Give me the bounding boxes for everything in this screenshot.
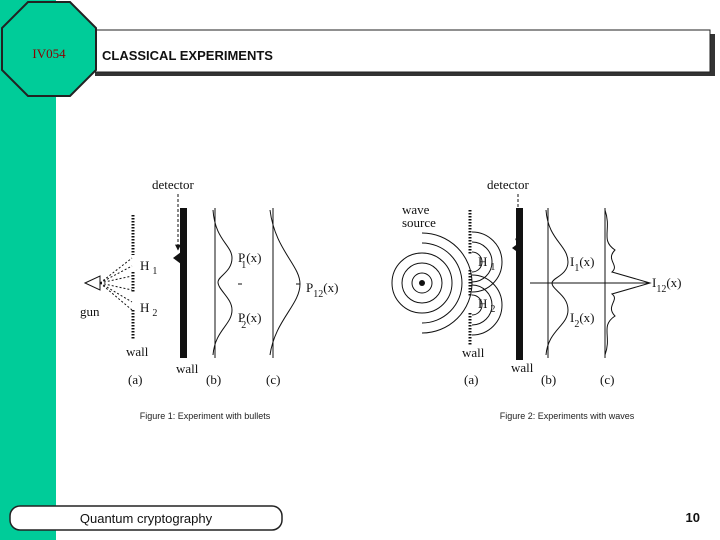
label: P — [306, 280, 313, 295]
panel-label: (a) — [128, 372, 142, 387]
slide-title: CLASSICAL EXPERIMENTS — [102, 48, 273, 63]
label: I — [570, 254, 574, 269]
label: I12(x) — [652, 275, 682, 295]
label: P — [238, 250, 245, 265]
footer-text: Quantum cryptography — [80, 511, 213, 526]
label: (x) — [246, 250, 261, 265]
panel-label: (c) — [600, 372, 614, 387]
label: 1 — [241, 260, 246, 271]
label: (x) — [579, 254, 594, 269]
label: 12 — [313, 289, 323, 300]
label: 2 — [574, 319, 579, 330]
label: H — [478, 296, 487, 311]
label: 1 — [574, 263, 579, 274]
label: (x) — [323, 280, 338, 295]
label: 1 — [490, 262, 495, 273]
label: I2(x) — [570, 310, 595, 330]
panel-label: (b) — [206, 372, 221, 387]
label: P — [238, 310, 245, 325]
course-code: IV054 — [32, 46, 66, 61]
panel-label: (a) — [464, 372, 478, 387]
label: wall — [511, 360, 534, 375]
label: wave — [402, 202, 430, 217]
label: wall — [176, 361, 199, 376]
label: (x) — [579, 310, 594, 325]
panel-label: (b) — [541, 372, 556, 387]
page-number: 10 — [686, 510, 700, 525]
label: 1 — [152, 266, 157, 277]
label: 2 — [241, 320, 246, 331]
label: I — [652, 275, 656, 290]
label: (x) — [666, 275, 681, 290]
label: gun — [80, 304, 100, 319]
label: P 1(x) — [238, 250, 261, 271]
label: 2 — [490, 304, 495, 315]
label: H — [140, 258, 149, 273]
label: wall — [462, 345, 485, 360]
label: (x) — [246, 310, 261, 325]
panel-label: (c) — [266, 372, 280, 387]
label: detector — [152, 177, 195, 192]
label: 12 — [656, 284, 666, 295]
label: P 2(x) — [238, 310, 261, 331]
label: wall — [126, 344, 149, 359]
caption: Figure 2: Experiments with waves — [500, 411, 635, 421]
label: I1(x) — [570, 254, 595, 274]
title-box — [89, 29, 711, 73]
label: source — [402, 215, 436, 230]
footer-box — [9, 505, 283, 531]
label: detector — [487, 177, 530, 192]
label: H — [140, 300, 149, 315]
label: H — [478, 254, 487, 269]
label: I — [570, 310, 574, 325]
course-badge — [1, 1, 97, 97]
caption: Figure 1: Experiment with bullets — [140, 411, 271, 421]
label: P12(x) — [306, 280, 338, 300]
label: 2 — [152, 308, 157, 319]
